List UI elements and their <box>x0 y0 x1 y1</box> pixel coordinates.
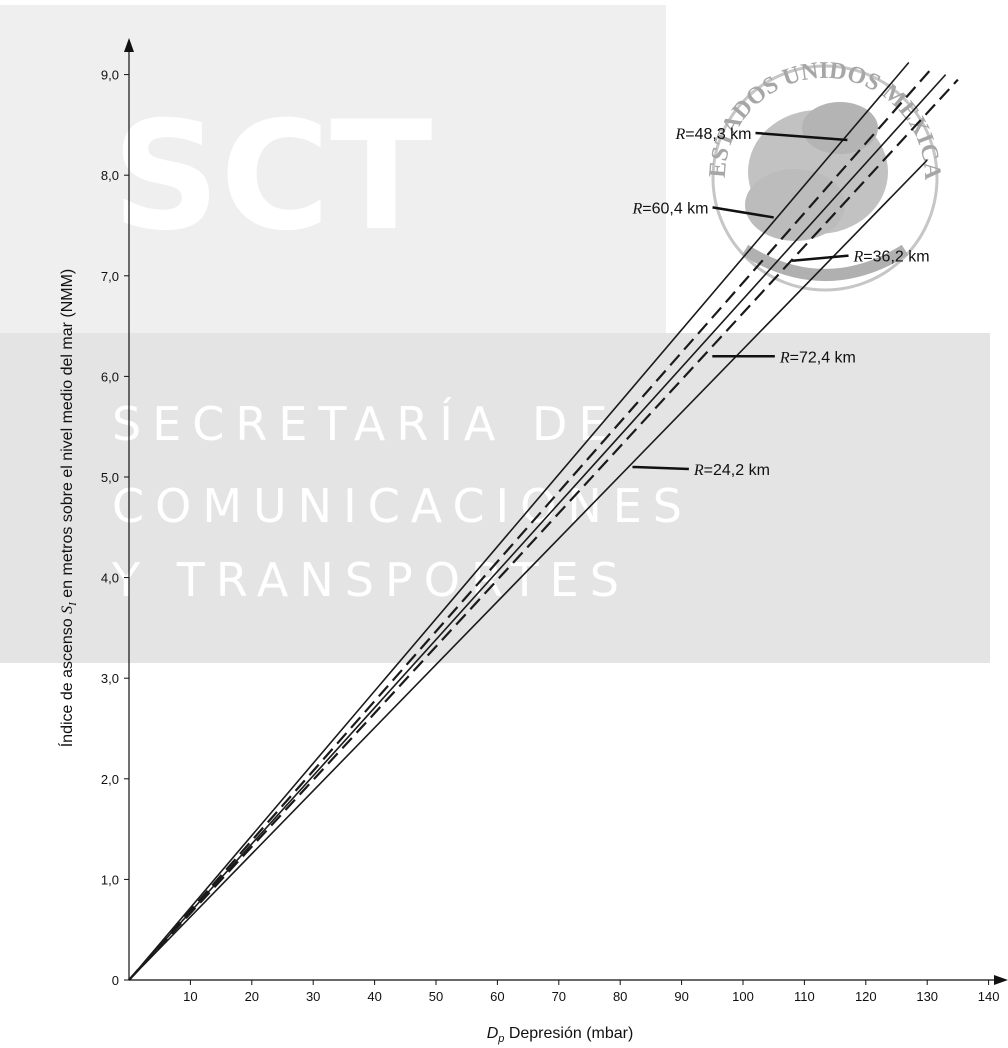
series-line <box>128 159 928 981</box>
annotation-value: =60,4 km <box>642 200 708 217</box>
x-tick-label: 60 <box>490 989 504 1004</box>
x-axis-title: Dp Depresión (mbar) <box>487 1025 634 1045</box>
annotation-leader <box>792 254 849 262</box>
axes: 10 20 30 40 50 60 70 80 90 100 110 120 130 140 0 1,0 2,0… <box>101 38 1008 1004</box>
annotation-label: R=36,2 km <box>853 249 930 266</box>
annotation-value: =72,4 km <box>790 349 856 366</box>
y-axis-title: Índice de ascenso SI en metros sobre el … <box>57 269 79 748</box>
series-line <box>128 74 947 981</box>
x-tick-label: 120 <box>855 989 877 1004</box>
y-tick-label: 7,0 <box>101 269 119 284</box>
x-tick-label: 20 <box>245 989 259 1004</box>
watermark-logo-panel <box>0 5 666 335</box>
y-axis-arrow <box>124 38 134 52</box>
y-tick-label: 9,0 <box>101 68 119 83</box>
annotation-label: R=60,4 km <box>631 200 708 217</box>
annotation-value: =48,3 km <box>685 126 751 143</box>
annotations: R=48,3 kmR=60,4 kmR=36,2 kmR=72,4 kmR=24… <box>631 126 929 479</box>
x-tick-label: 130 <box>916 989 938 1004</box>
y-tick-label: 2,0 <box>101 772 119 787</box>
annotation-value: =36,2 km <box>863 249 929 266</box>
annotation-label: R=48,3 km <box>674 126 751 143</box>
x-tick-label: 110 <box>794 989 815 1004</box>
watermark: SCT SECRETARÍA DE COMUNICACIONES Y TRANS… <box>0 0 990 663</box>
annotation-leader <box>632 465 689 471</box>
watermark-line-1: SECRETARÍA DE <box>112 397 619 451</box>
y-tick-label: 6,0 <box>101 369 119 384</box>
annotation-value: =24,2 km <box>704 462 770 479</box>
x-tick-label: 80 <box>613 989 627 1004</box>
y-tick-label: 8,0 <box>101 168 119 183</box>
chart-series <box>128 62 959 981</box>
watermark-logo: SCT <box>112 90 432 264</box>
series-line <box>128 65 935 981</box>
x-tick-label: 40 <box>367 989 381 1004</box>
annotation-label: R=72,4 km <box>779 349 856 366</box>
y-tick-label: 0 <box>112 973 119 988</box>
x-tick-label: 100 <box>732 989 754 1004</box>
annotation-symbol: R <box>674 126 685 143</box>
watermark-line-2: COMUNICACIONES <box>112 479 693 533</box>
x-axis-arrow <box>994 975 1008 985</box>
watermark-band <box>0 333 990 663</box>
series-line <box>128 78 959 981</box>
annotation-symbol: R <box>631 200 642 217</box>
annotation-label: R=24,2 km <box>693 462 770 479</box>
x-tick-label: 10 <box>183 989 197 1004</box>
y-tick-label: 3,0 <box>101 671 119 686</box>
annotation-symbol: R <box>779 349 790 366</box>
x-tick-label: 90 <box>674 989 688 1004</box>
annotation-leader <box>755 131 848 142</box>
x-tick-label: 50 <box>429 989 443 1004</box>
x-tick-label: 70 <box>552 989 566 1004</box>
watermark-line-3: Y TRANSPORTES <box>111 553 630 607</box>
y-tick-label: 1,0 <box>101 872 119 887</box>
annotation-symbol: R <box>693 462 704 479</box>
series-line <box>128 62 910 981</box>
y-tick-label: 5,0 <box>101 470 119 485</box>
x-tick-label: 140 <box>978 989 1000 1004</box>
annotation-symbol: R <box>853 249 864 266</box>
x-tick-label: 30 <box>306 989 320 1004</box>
y-tick-label: 4,0 <box>101 571 119 586</box>
annotation-leader <box>712 206 774 219</box>
